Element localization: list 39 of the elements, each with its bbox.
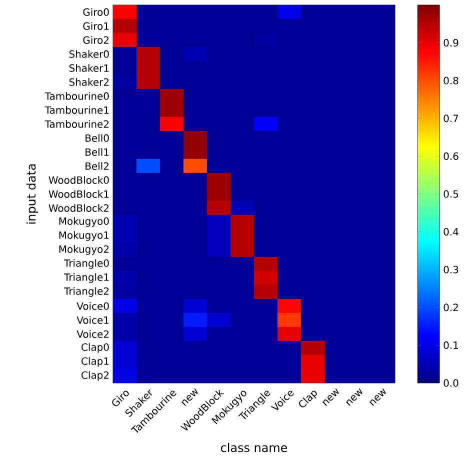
y-tick-label: WoodBlock2 [48, 204, 108, 212]
y-tick-label: Triangle0 [64, 259, 109, 269]
y-tick-label: Tambourine0 [44, 92, 109, 100]
y-tick-label: WoodBlock0 [48, 176, 109, 184]
color-bar-label: 0.3 [444, 266, 458, 274]
y-tick-label: Triangle2 [64, 287, 108, 297]
color-bar-label: 0.7 [444, 114, 458, 122]
y-tick-label: Voice0 [76, 302, 109, 310]
y-tick-label: Shaker2 [69, 78, 108, 86]
y-tick-label: Giro2 [83, 36, 108, 44]
color-bar-label: 0.9 [444, 39, 458, 47]
color-bar-label: 0.6 [444, 152, 458, 160]
y-tick-label: Clap0 [82, 343, 109, 353]
y-tick-label: Bell2 [86, 162, 108, 170]
y-tick-label: Shaker0 [69, 50, 109, 58]
y-tick-label: Mokugyo2 [59, 245, 109, 255]
y-tick-label: Clap1 [82, 357, 109, 367]
y-tick-label: Shaker1 [69, 64, 109, 72]
color-bar-label: 0.5 [444, 190, 458, 198]
y-axis-title: input data [26, 164, 38, 224]
y-tick-label: Tambourine1 [44, 106, 109, 114]
y-tick-label: Bell0 [86, 134, 109, 142]
y-tick-label: Clap2 [82, 371, 108, 381]
y-tick-label: Triangle1 [64, 273, 109, 283]
y-tick-label: Mokugyo1 [59, 231, 109, 241]
y-tick-label: Voice2 [76, 330, 108, 338]
y-tick-label: Giro0 [83, 8, 109, 16]
y-tick-label: Giro1 [83, 22, 109, 30]
color-bar-label: 0.2 [444, 304, 458, 312]
color-bar-label: 0.0 [444, 379, 458, 387]
x-axis-title: class name [220, 442, 288, 452]
color-bar-label: 0.8 [444, 76, 458, 84]
y-tick-label: Bell1 [86, 148, 109, 156]
y-tick-label: WoodBlock1 [48, 190, 109, 198]
color-bar-label: 0.4 [444, 228, 458, 236]
y-tick-label: Voice1 [76, 316, 109, 324]
y-tick-label: Mokugyo0 [59, 217, 109, 227]
y-tick-label: Tambourine2 [44, 120, 108, 128]
color-bar-label: 0.1 [444, 341, 458, 349]
